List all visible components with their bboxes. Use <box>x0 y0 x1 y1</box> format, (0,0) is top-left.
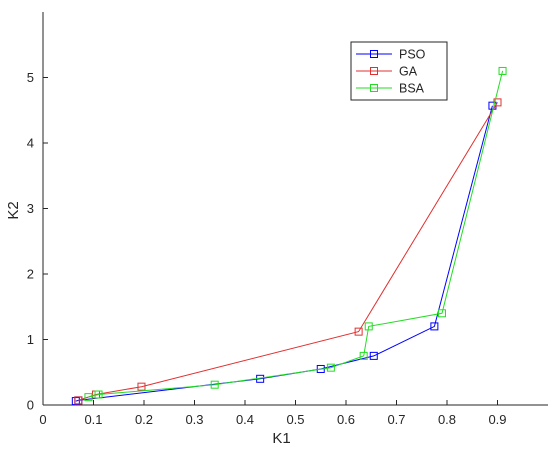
data-point-bsa <box>364 322 373 331</box>
data-point-bsa <box>437 309 446 318</box>
x-axis-label: K1 <box>272 430 290 447</box>
x-tick-label: 0.3 <box>185 412 203 427</box>
series-line-bsa <box>88 70 504 398</box>
data-point-bsa <box>359 351 368 360</box>
series-line-ga <box>78 102 498 401</box>
data-point-ga <box>137 382 146 391</box>
x-tick-label: 0.5 <box>286 412 304 427</box>
x-tick-label: 0.9 <box>488 412 506 427</box>
y-tick-label: 1 <box>27 332 34 347</box>
legend-label-ga: GA <box>399 65 418 79</box>
data-point-pso <box>71 397 80 406</box>
data-point-bsa <box>498 66 507 75</box>
series-bsa <box>84 66 507 402</box>
series-pso <box>71 101 497 406</box>
axes-layer: 0 0.1 0.2 0.3 0.4 0.5 0.6 0.7 0.8 0.9 0 1 2 3 4 5 K1 K2 <box>5 12 548 447</box>
y-tick-label: 0 <box>27 398 34 413</box>
data-point-bsa <box>84 393 93 402</box>
x-tick-label: 0.8 <box>438 412 456 427</box>
series-layer <box>71 66 507 406</box>
legend-marker-pso <box>370 50 378 58</box>
legend-label-pso: PSO <box>399 48 426 62</box>
legend-label-bsa: BSA <box>399 82 425 96</box>
data-point-bsa <box>94 390 103 399</box>
data-point-pso <box>430 322 439 331</box>
x-tick-label: 0.4 <box>236 412 254 427</box>
y-tick-label: 5 <box>27 70 34 85</box>
y-tick-label: 3 <box>27 201 34 216</box>
data-point-bsa <box>326 363 335 372</box>
data-point-ga <box>74 396 83 405</box>
data-point-pso <box>369 351 378 360</box>
y-tick-label: 2 <box>27 267 34 282</box>
y-axis-label: K2 <box>5 201 22 219</box>
x-tick-label: 0.2 <box>135 412 153 427</box>
data-point-bsa <box>210 380 219 389</box>
x-tick-label: 0.6 <box>337 412 355 427</box>
series-line-pso <box>75 105 493 402</box>
legend-marker-ga <box>370 67 378 75</box>
x-tick-label: 0 <box>39 412 46 427</box>
series-ga <box>74 98 502 405</box>
legend-marker-bsa <box>370 84 378 92</box>
x-tick-label: 0.7 <box>387 412 405 427</box>
x-tick-label: 0.1 <box>84 412 102 427</box>
data-point-ga <box>354 327 363 336</box>
legend: PSO GA BSA <box>350 41 448 101</box>
data-point-ga <box>493 98 502 107</box>
y-tick-label: 4 <box>27 136 34 151</box>
